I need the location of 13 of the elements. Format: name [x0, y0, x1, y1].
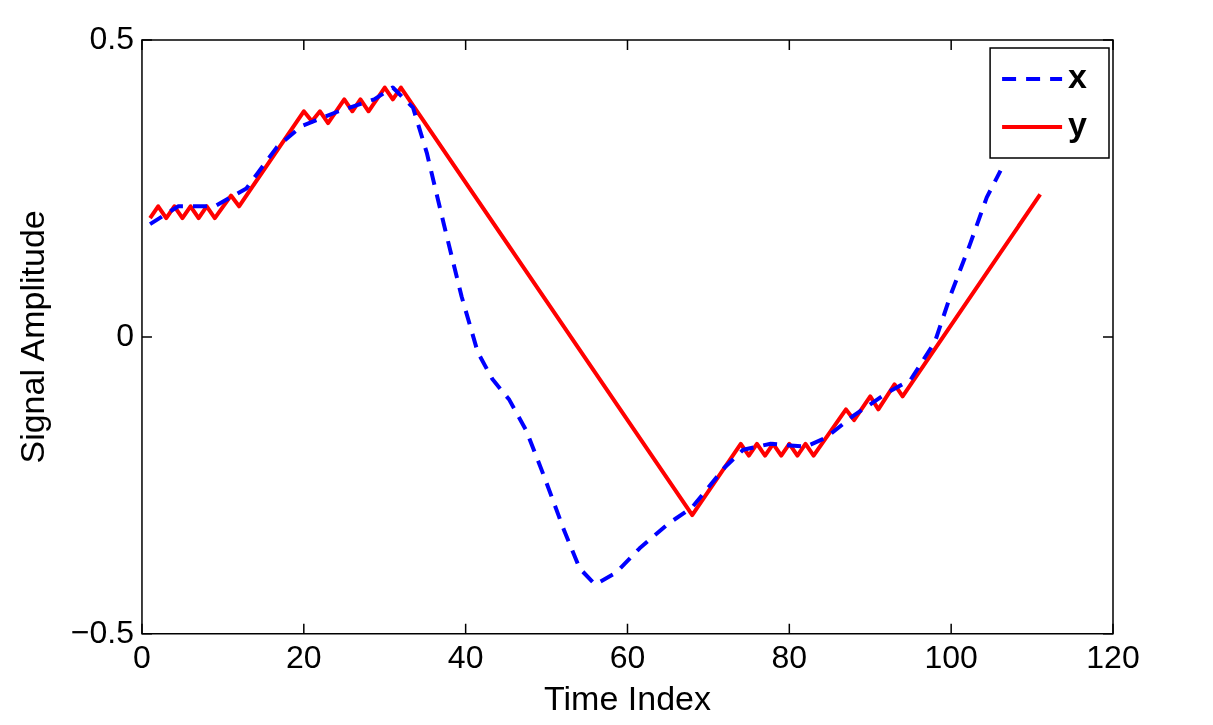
x-tick-label: 40	[447, 638, 484, 675]
x-tick-label: 100	[924, 638, 978, 675]
x-tick-label: 20	[286, 638, 322, 675]
y-tick-label: 0.5	[89, 19, 134, 56]
x-axis-title: Time Index	[544, 678, 711, 717]
x-tick-label: 80	[771, 638, 808, 675]
x-tick-label: 120	[1086, 638, 1140, 675]
legend-label: x	[1068, 57, 1088, 96]
y-tick-label: −0.5	[70, 613, 134, 650]
y-tick-label: 0	[116, 316, 134, 353]
y-axis-title: Signal Amplitude	[12, 210, 51, 464]
x-tick-label: 60	[609, 638, 646, 675]
legend-label: y	[1068, 105, 1088, 144]
